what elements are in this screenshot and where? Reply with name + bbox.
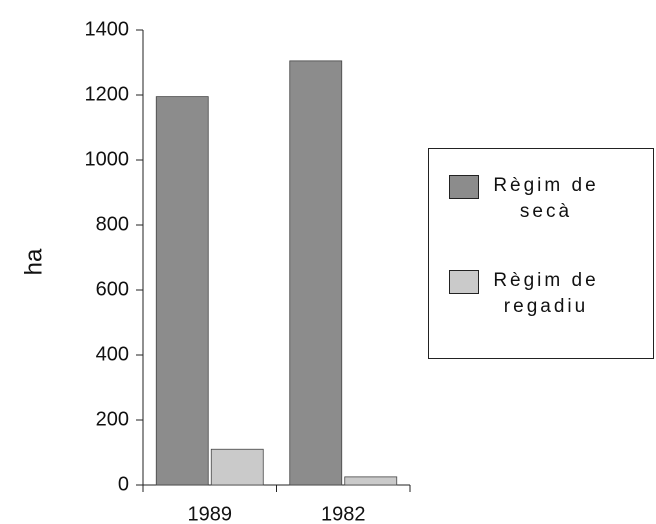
legend: Règim de secà Règim de regadiu [428, 148, 654, 359]
legend-swatch [449, 175, 479, 199]
bar [289, 60, 343, 486]
y-tick-label: 1400 [85, 18, 130, 40]
y-tick-label: 200 [96, 408, 129, 430]
y-tick-label: 800 [96, 213, 129, 235]
y-tick-label: 0 [118, 473, 129, 495]
bar [155, 96, 209, 486]
y-tick-label: 400 [96, 343, 129, 365]
x-tick-label: 1989 [188, 503, 233, 524]
legend-entry: Règim de secà [449, 173, 601, 225]
bar [210, 448, 264, 486]
y-axis-label: ha [20, 248, 47, 275]
y-tick-label: 1000 [85, 148, 130, 170]
y-tick-label: 1200 [85, 83, 130, 105]
bar [344, 476, 398, 486]
legend-entry: Règim de regadiu [449, 268, 601, 320]
legend-swatch [449, 270, 479, 294]
legend-label: Règim de regadiu [493, 270, 599, 317]
legend-label: Règim de secà [493, 175, 599, 222]
x-tick-label: 1982 [321, 503, 366, 524]
y-tick-label: 600 [96, 278, 129, 300]
